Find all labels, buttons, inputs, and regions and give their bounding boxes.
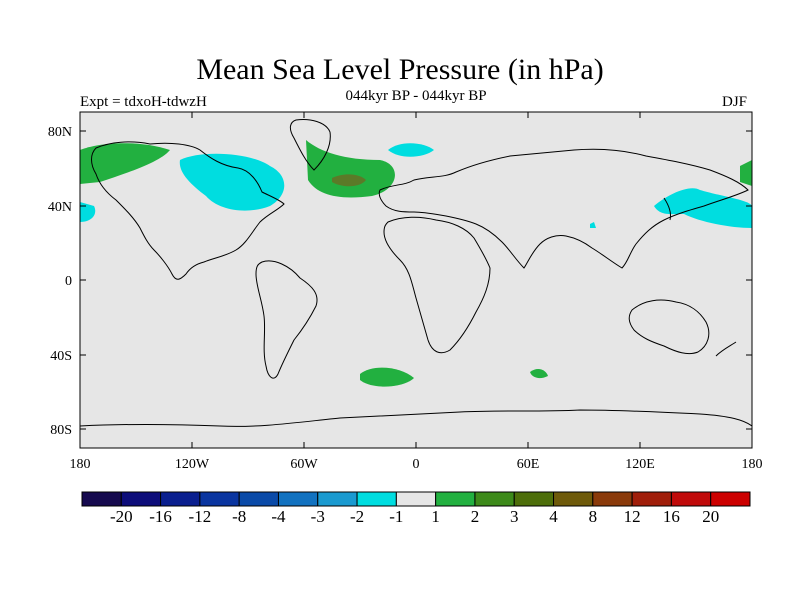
- colorbar-swatch: [395, 491, 437, 507]
- map-panel: [80, 112, 752, 448]
- lat-tick-label: 80N: [48, 125, 72, 140]
- colorbar-swatch: [710, 491, 751, 507]
- lon-tick-label: 120E: [625, 457, 655, 472]
- negative-anomaly-area: [590, 222, 596, 228]
- lat-tick-label: 40N: [48, 200, 72, 215]
- colorbar-swatch: [160, 491, 201, 507]
- lat-tick-label: 40S: [50, 349, 72, 364]
- colorbar-label: -4: [271, 507, 286, 526]
- colorbar-label: 12: [624, 507, 641, 526]
- colorbar-swatch: [592, 491, 633, 507]
- colorbar-label: 20: [702, 507, 719, 526]
- lon-tick-label: 0: [413, 457, 420, 472]
- negative-anomaly-area: [388, 143, 434, 157]
- lon-tick-label: 120W: [175, 457, 210, 472]
- colorbar-swatch: [631, 491, 672, 507]
- lon-tick-label: 180: [742, 457, 763, 472]
- colorbar-label: 1: [431, 507, 440, 526]
- colorbar-swatch: [277, 491, 319, 507]
- colorbar-swatch: [474, 491, 515, 507]
- colorbar-label: 4: [549, 507, 558, 526]
- colorbar-swatch: [317, 491, 358, 507]
- lon-tick-label: 60E: [517, 457, 540, 472]
- map-subtitle: 044kyr BP - 044kyr BP: [345, 88, 487, 104]
- season-label: DJF: [722, 94, 748, 110]
- lat-tick-label: 0: [65, 274, 72, 289]
- colorbar-label: 16: [663, 507, 680, 526]
- colorbar-swatch: [435, 491, 476, 507]
- experiment-label: Expt = tdxoH-tdwzH: [80, 94, 207, 110]
- colorbar: -20 -16 -12 -8 -4 -3 -2 -1 1 2 3 4 8 12 16 20: [81, 491, 751, 526]
- colorbar-label: 2: [471, 507, 480, 526]
- colorbar-swatch: [238, 491, 279, 507]
- lat-labels: 80N 40N 0 40S 80S: [48, 125, 72, 438]
- positive-anomaly-area: [80, 143, 170, 184]
- colorbar-label: -1: [389, 507, 403, 526]
- map-title: Mean Sea Level Pressure (in hPa): [196, 53, 604, 86]
- lon-tick-label: 60W: [290, 457, 318, 472]
- positive-anomaly-area: [740, 160, 752, 186]
- lon-labels: 180 120W 60W 0 60E 120E 180: [70, 457, 763, 472]
- colorbar-label: -16: [149, 507, 172, 526]
- positive-anomaly-core: [332, 174, 366, 187]
- colorbar-swatch: [81, 491, 122, 507]
- axis-ticks: [80, 112, 752, 448]
- colorbar-label: -2: [350, 507, 364, 526]
- colorbar-swatch: [670, 491, 712, 507]
- colorbar-label: -8: [232, 507, 246, 526]
- positive-anomaly-area: [360, 367, 414, 387]
- lat-tick-label: 80S: [50, 423, 72, 438]
- colorbar-swatch: [553, 491, 594, 507]
- colorbar-label: 3: [510, 507, 519, 526]
- anomaly-fills: [80, 140, 752, 387]
- colorbar-swatch: [199, 491, 240, 507]
- colorbar-swatch: [120, 491, 162, 507]
- colorbar-swatch: [356, 491, 397, 507]
- lon-tick-label: 180: [70, 457, 91, 472]
- negative-anomaly-area: [80, 202, 96, 222]
- positive-anomaly-area: [530, 369, 548, 379]
- colorbar-label: -20: [110, 507, 133, 526]
- positive-anomaly-area: [306, 140, 395, 198]
- colorbar-swatch: [513, 491, 555, 507]
- colorbar-label: 8: [589, 507, 598, 526]
- colorbar-label: -12: [189, 507, 212, 526]
- coastlines: [80, 119, 752, 427]
- negative-anomaly-area: [179, 153, 285, 211]
- colorbar-label: -3: [311, 507, 325, 526]
